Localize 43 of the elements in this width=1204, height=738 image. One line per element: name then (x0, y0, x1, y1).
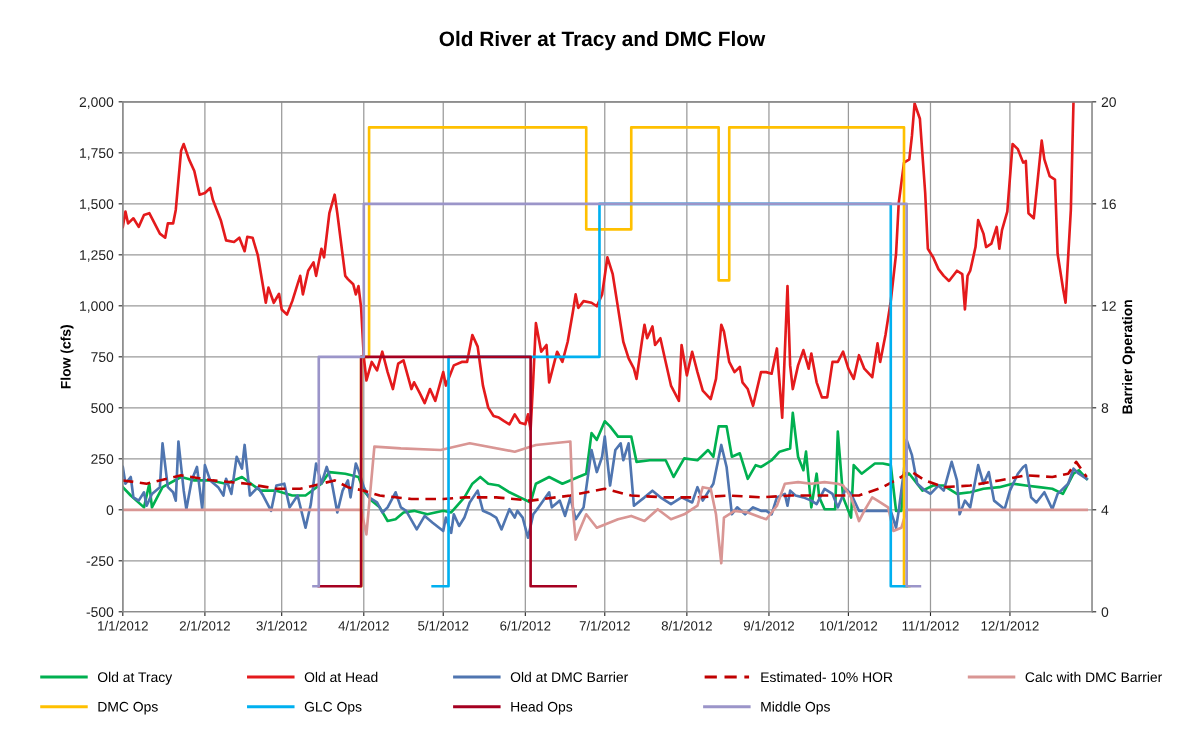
x-tick-label: 3/1/2012 (256, 620, 307, 631)
y2-tick-label: 16 (1102, 199, 1116, 209)
x-tick-label: 9/1/2012 (743, 620, 794, 631)
y-tick-label: 500 (91, 403, 114, 413)
y-tick-label: 1,000 (80, 301, 114, 313)
legend-label: Old at Tracy (97, 671, 173, 685)
legend-label: DMC Ops (98, 701, 158, 715)
y2-tick-label: 12 (1102, 301, 1116, 311)
y-tick-label: 250 (91, 454, 114, 464)
x-tick-label: 8/1/2012 (661, 620, 712, 631)
y-tick-label: 0 (106, 505, 114, 515)
legend-label: Calc with DMC Barrier (1025, 671, 1163, 683)
x-tick-label: 7/1/2012 (579, 620, 630, 631)
y-tick-label: 1,750 (80, 148, 114, 160)
y2-tick-label: 0 (1101, 607, 1109, 617)
y2-axis-title: Barrier Operation (1122, 300, 1136, 414)
legend-label: Estimated- 10% HOR (761, 671, 893, 683)
x-tick-label: 2/1/2012 (179, 620, 230, 631)
y2-tick-label: 4 (1101, 505, 1109, 515)
legend-label: Middle Ops (761, 701, 830, 715)
x-tick-label: 6/1/2012 (500, 620, 551, 631)
y-tick-label: 1,250 (80, 250, 114, 262)
chart-title: Old River at Tracy and DMC Flow (439, 30, 766, 51)
x-tick-label: 12/1/2012 (981, 620, 1039, 631)
x-tick-label: 10/1/2012 (820, 620, 878, 631)
legend-label: Old at DMC Barrier (510, 671, 629, 683)
x-tick-label: 1/1/2012 (98, 620, 148, 631)
line-series (122, 460, 1089, 502)
y-tick-label: 1,500 (80, 199, 114, 211)
y-tick-label: 2,000 (79, 97, 114, 109)
y2-tick-label: 20 (1101, 97, 1116, 108)
x-tick-label: 11/1/2012 (902, 620, 959, 631)
y-tick-label: -500 (86, 607, 114, 617)
line-series (122, 440, 1089, 565)
legend-label: Head Ops (511, 701, 573, 715)
x-tick-label: 4/1/2012 (338, 620, 389, 631)
x-tick-label: 5/1/2012 (418, 620, 469, 631)
legend-label: GLC Ops (304, 701, 362, 715)
y-tick-label: 750 (91, 352, 114, 362)
y-tick-label: -250 (86, 556, 114, 566)
y2-tick-label: 8 (1101, 403, 1109, 413)
y-axis-title: Flow (cfs) (60, 325, 74, 389)
legend-label: Old at Head (304, 671, 378, 683)
